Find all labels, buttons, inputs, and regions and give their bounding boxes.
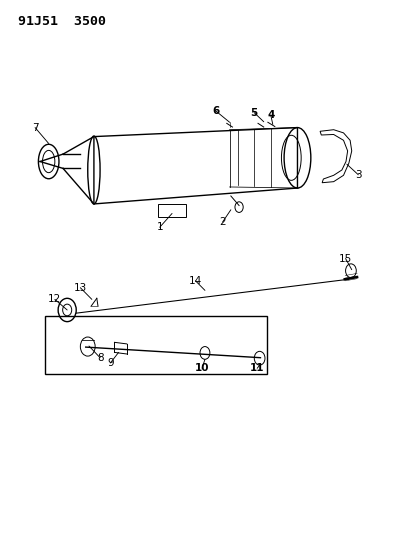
- Text: 1: 1: [156, 222, 163, 232]
- Text: 13: 13: [74, 282, 87, 293]
- Text: 4: 4: [266, 110, 274, 120]
- Text: 15: 15: [338, 254, 351, 263]
- Text: 91J51  3500: 91J51 3500: [18, 14, 106, 28]
- Text: 14: 14: [188, 276, 202, 286]
- Text: 2: 2: [219, 217, 225, 227]
- Text: 12: 12: [48, 294, 61, 304]
- Text: 6: 6: [212, 106, 219, 116]
- Text: 5: 5: [250, 108, 257, 118]
- Text: 7: 7: [32, 123, 38, 133]
- Text: 10: 10: [195, 364, 209, 373]
- Text: 9: 9: [107, 358, 114, 368]
- Text: 11: 11: [249, 364, 264, 373]
- Text: 3: 3: [354, 170, 361, 180]
- Text: 8: 8: [97, 353, 103, 362]
